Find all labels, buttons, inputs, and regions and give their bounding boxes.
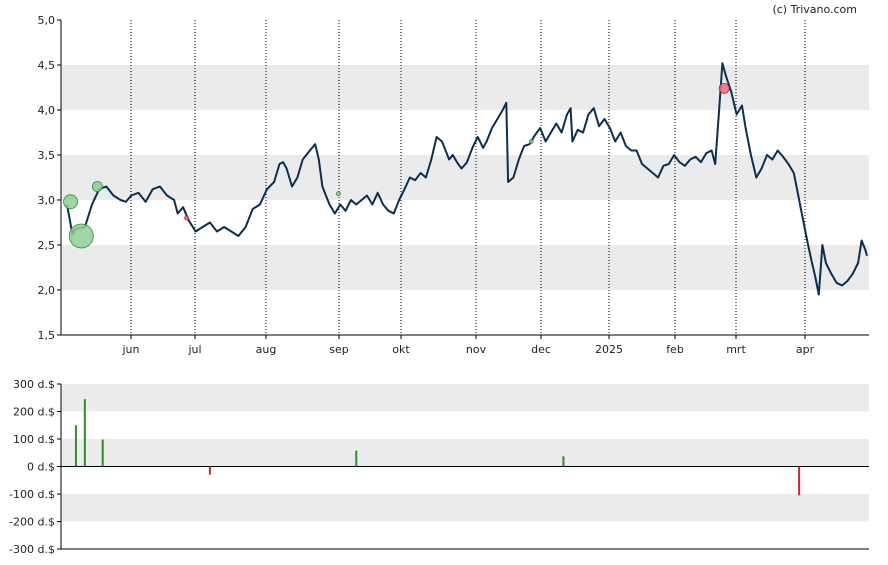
price-y-tick-label: 3,0: [38, 194, 56, 207]
volume-chart: 300 d.$ 200 d.$ 100 d.$ 0 d.$ -100 d.$ -200 d…: [9, 378, 869, 556]
price-grid-band: [61, 155, 869, 200]
x-tick-label: aug: [256, 343, 277, 356]
volume-grid-band: [61, 384, 869, 412]
price-y-tick-label: 2,0: [38, 284, 56, 297]
buy-marker: [63, 194, 78, 210]
buy-volume-bar: [355, 450, 358, 467]
buy-volume-bar: [562, 456, 565, 467]
buy-marker: [528, 139, 534, 144]
x-tick-label: jul: [187, 343, 201, 356]
x-tick-label: nov: [466, 343, 487, 356]
price-chart: 5,0 4,5 4,0 3,5 3,0 2,5 2,0 1,5 jun jul aug sep okt n…: [38, 14, 869, 356]
copyright-label: (c) Trivano.com: [772, 3, 857, 16]
x-tick-label: sep: [329, 343, 348, 356]
x-tick-label: dec: [531, 343, 551, 356]
price-y-tick-label: 1,5: [38, 329, 56, 342]
sell-marker: [184, 215, 190, 221]
price-grid-band: [61, 65, 869, 110]
volume-y-tick-label: 300 d.$: [13, 378, 55, 391]
buy-volume-bar: [74, 425, 77, 467]
price-y-tick-label: 4,5: [38, 59, 56, 72]
volume-y-tick-label: 200 d.$: [13, 406, 55, 419]
price-line: [66, 62, 868, 296]
price-y-tick-label: 5,0: [38, 14, 56, 27]
volume-y-tick-label: -300 d.$: [9, 543, 55, 556]
x-tick-label: apr: [796, 343, 815, 356]
x-tick-label: mrt: [726, 343, 746, 356]
volume-y-tick-label: -200 d.$: [9, 516, 55, 529]
x-tick-label: jun: [122, 343, 140, 356]
sell-marker: [718, 83, 730, 94]
buy-marker: [68, 223, 94, 249]
x-tick-label: feb: [666, 343, 684, 356]
volume-y-tick-label: -100 d.$: [9, 488, 55, 501]
volume-y-tick-label: 0 d.$: [27, 461, 55, 474]
price-y-tick-label: 3,5: [38, 149, 56, 162]
price-y-tick-label: 2,5: [38, 239, 56, 252]
price-grid-band: [61, 245, 869, 290]
sell-volume-bar: [208, 466, 211, 475]
buy-marker: [91, 181, 103, 192]
buy-marker: [336, 191, 341, 197]
volume-grid-band: [61, 494, 869, 522]
x-tick-label: 2025: [595, 343, 623, 356]
volume-grid-band: [61, 439, 869, 467]
x-tick-label: okt: [392, 343, 410, 356]
price-y-tick-label: 4,0: [38, 104, 56, 117]
buy-volume-bar: [83, 399, 86, 467]
sell-volume-bar: [798, 466, 801, 496]
volume-y-tick-label: 100 d.$: [13, 433, 55, 446]
buy-volume-bar: [101, 439, 104, 467]
